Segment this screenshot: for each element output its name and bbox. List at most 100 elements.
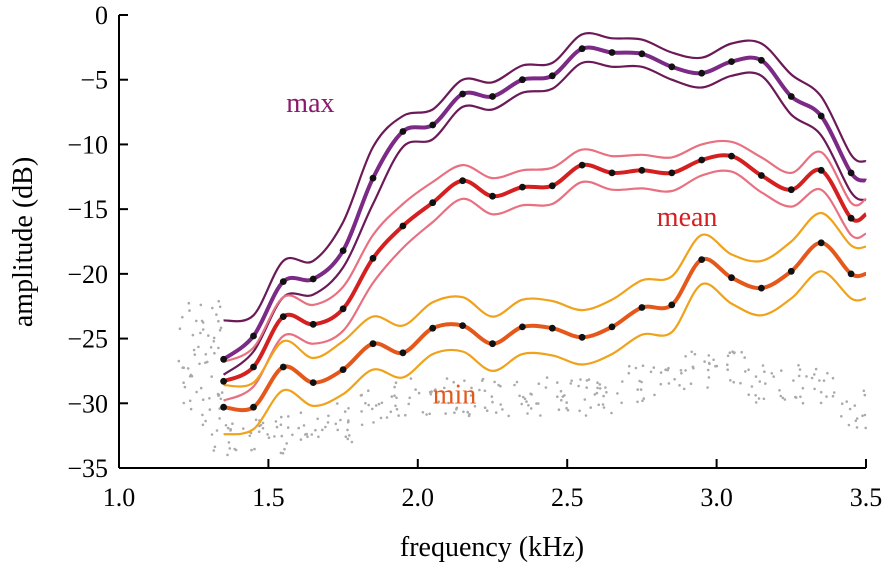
scatter-point (212, 336, 216, 340)
scatter-point (215, 429, 219, 432)
scatter-point (189, 407, 193, 411)
scatter-point (192, 348, 196, 352)
scatter-point (414, 388, 417, 391)
scatter-point (781, 396, 785, 400)
scatter-point (178, 327, 182, 331)
scatter-point (219, 397, 223, 401)
min-upper-band-line (223, 211, 867, 388)
scatter-point (407, 402, 411, 406)
scatter-point (634, 366, 638, 370)
scatter-point (201, 398, 205, 402)
scatter-point (279, 451, 283, 455)
scatter-point (855, 426, 859, 429)
scatter-point (199, 386, 203, 390)
scatter-point (847, 423, 851, 427)
scatter-point (616, 392, 619, 395)
scatter-point (797, 374, 801, 378)
scatter-point (204, 419, 207, 423)
min-data-point (399, 349, 407, 357)
scatter-point (201, 413, 204, 417)
scatter-point (285, 442, 289, 445)
mean-data-point (787, 186, 795, 194)
scatter-point (197, 345, 200, 349)
scatter-point (212, 449, 216, 452)
scatter-point (204, 361, 207, 365)
scatter-point (397, 414, 400, 417)
scatter-point (201, 328, 205, 331)
scatter-point (483, 406, 487, 410)
scatter-point (783, 398, 787, 401)
scatter-point (191, 333, 195, 337)
scatter-point (706, 368, 710, 372)
scatter-point (529, 407, 533, 410)
scatter-point (598, 383, 602, 386)
scatter-point (213, 445, 217, 449)
scatter-point (199, 303, 203, 307)
max-data-point (399, 128, 407, 135)
scatter-point (216, 392, 220, 396)
scatter-point (584, 414, 588, 417)
scatter-point (638, 379, 641, 383)
scatter-point (372, 421, 375, 424)
scatter-point (762, 397, 766, 401)
scatter-point (747, 368, 750, 372)
max-data-point (429, 121, 437, 129)
scatter-point (523, 397, 527, 401)
scatter-point (258, 424, 261, 428)
scatter-point (434, 388, 437, 391)
scatter-point (281, 452, 285, 455)
scatter-point (343, 410, 347, 413)
scatter-point (565, 401, 568, 404)
scatter-point (744, 370, 747, 373)
scatter-point (469, 394, 473, 397)
scatter-point (302, 424, 306, 427)
x-tick-label: 3.5 (850, 483, 883, 512)
scatter-point (559, 389, 563, 393)
min-data-point (220, 403, 228, 411)
scatter-point (360, 410, 363, 413)
scatter-point (183, 385, 187, 389)
scatter-point (693, 352, 697, 356)
scatter-point (395, 396, 398, 400)
scatter-point (453, 411, 456, 415)
scatter-point (684, 355, 687, 358)
scatter-point (825, 395, 828, 398)
mean-data-point (220, 377, 228, 385)
scatter-point (254, 418, 258, 422)
scatter-point (494, 411, 498, 414)
scatter-point (316, 417, 320, 421)
scatter-point (678, 384, 681, 387)
scatter-point (344, 435, 348, 439)
scatter-point (190, 374, 194, 378)
scatter-point (360, 423, 364, 427)
scatter-point (652, 366, 656, 369)
scatter-point (428, 412, 432, 416)
min-data-point (339, 366, 347, 373)
scatter-point (570, 379, 573, 383)
scatter-point (379, 416, 383, 420)
scatter-point (334, 422, 338, 426)
scatter-point (832, 391, 836, 394)
scatter-point (217, 319, 220, 323)
scatter-point (266, 433, 269, 436)
scatter-point (529, 392, 532, 396)
scatter-point (708, 362, 711, 366)
scatter-point (280, 415, 283, 419)
max-data-point (668, 63, 676, 71)
scatter-point (527, 404, 530, 407)
scatter-point (306, 435, 309, 439)
series-labels: max mean min (286, 88, 717, 410)
scatter-point (224, 424, 228, 427)
scatter-point (389, 410, 393, 414)
max-data-point (728, 58, 735, 65)
scatter-point (208, 397, 211, 400)
max-data-point (698, 69, 706, 77)
min-data-point (638, 304, 646, 311)
max-data-point (339, 247, 347, 255)
scatter-point (801, 401, 805, 405)
scatter-point (463, 379, 466, 383)
scatter-point (248, 434, 252, 438)
scatter-point (754, 394, 757, 397)
scatter-point (390, 395, 394, 398)
scatter-point (845, 400, 848, 403)
